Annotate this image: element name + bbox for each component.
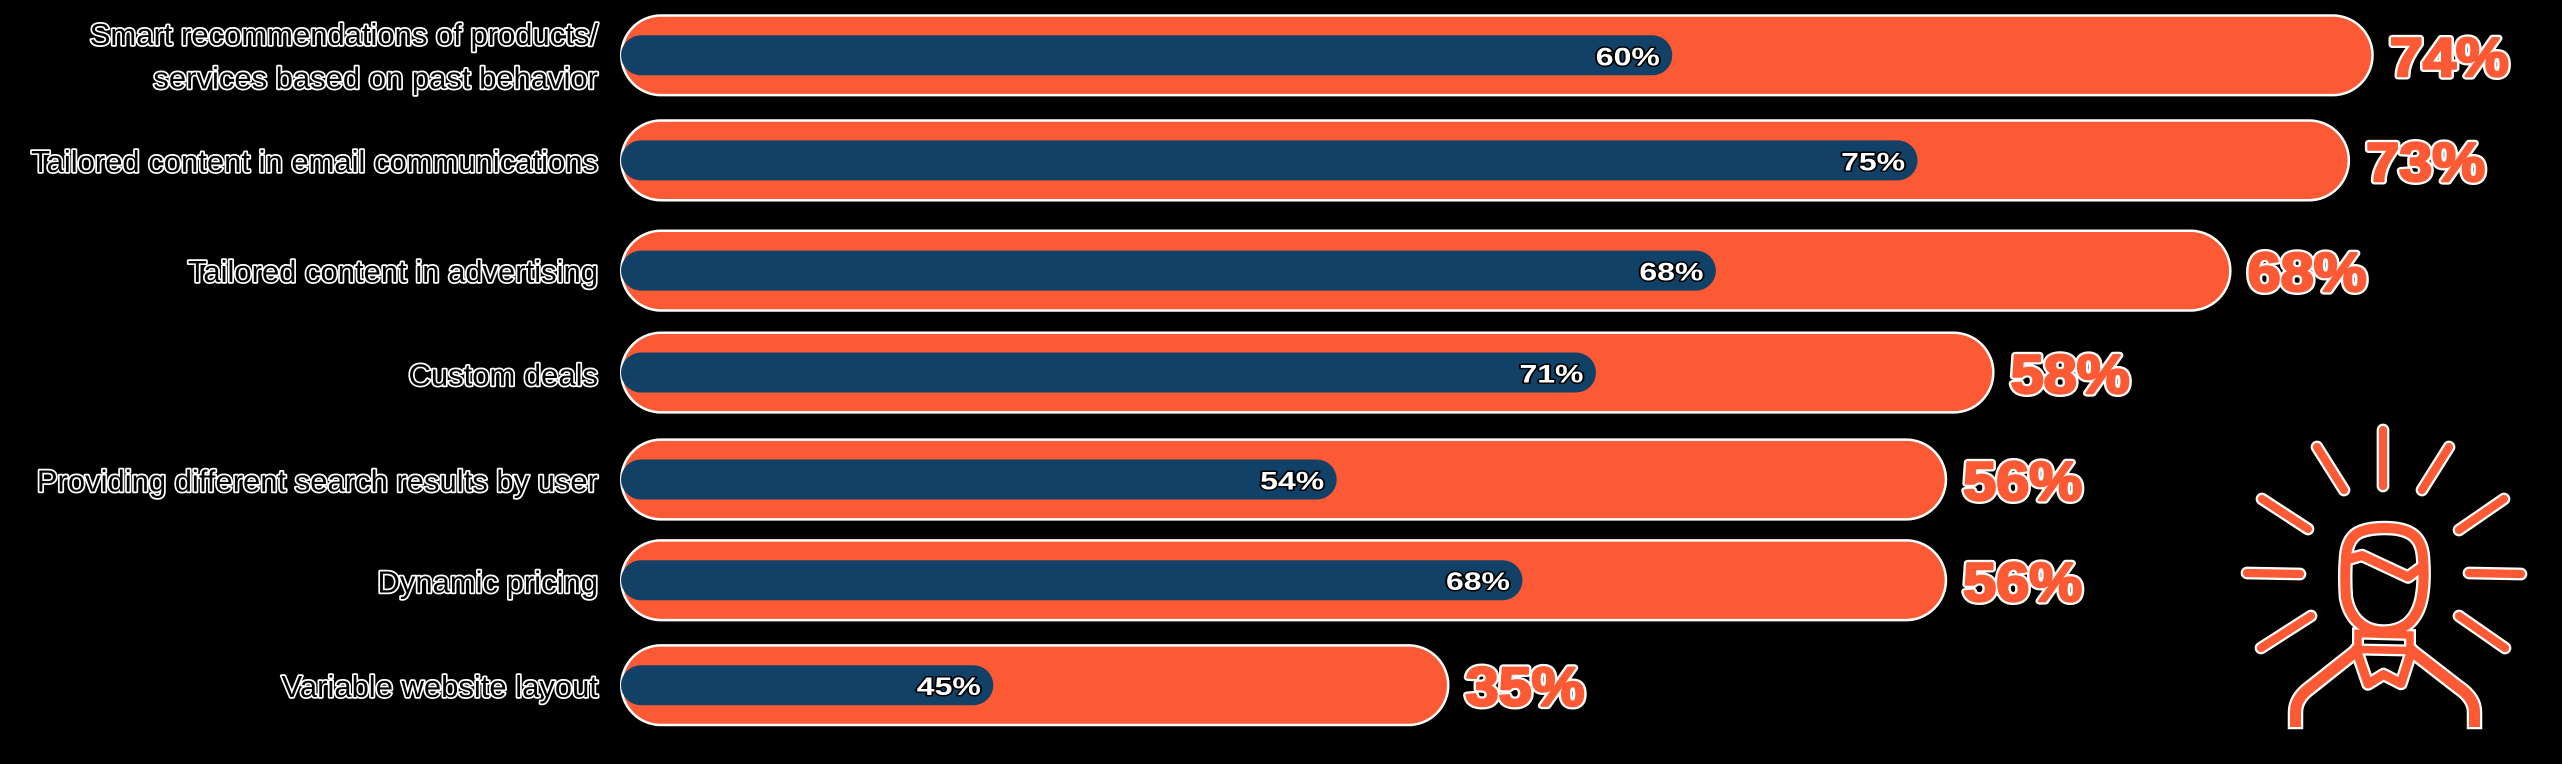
- svg-text:68%: 68%: [2248, 241, 2367, 303]
- svg-text:Providing different search res: Providing different search results by us…: [37, 464, 598, 499]
- svg-text:68%: 68%: [1639, 259, 1703, 287]
- svg-text:68%: 68%: [2248, 241, 2367, 303]
- svg-text:54%: 54%: [1260, 468, 1324, 496]
- svg-text:60%: 60%: [1596, 43, 1660, 71]
- svg-text:Variable website layout: Variable website layout: [282, 669, 599, 704]
- svg-text:56%: 56%: [1963, 450, 2082, 512]
- svg-text:Custom deals: Custom deals: [408, 357, 598, 392]
- svg-text:Dynamic pricing: Dynamic pricing: [377, 564, 598, 599]
- svg-text:58%: 58%: [2011, 343, 2130, 405]
- svg-text:56%: 56%: [1963, 551, 2082, 613]
- svg-text:74%: 74%: [2390, 26, 2509, 88]
- svg-text:35%: 35%: [1466, 656, 1585, 718]
- svg-text:56%: 56%: [1963, 450, 2082, 512]
- svg-text:74%: 74%: [2390, 26, 2509, 88]
- svg-text:Tailored content in email comm: Tailored content in email communications: [31, 144, 598, 179]
- svg-text:75%: 75%: [1841, 148, 1905, 176]
- svg-text:services based on past behavio: services based on past behavior: [153, 61, 598, 96]
- svg-text:73%: 73%: [2366, 131, 2485, 193]
- svg-text:Tailored content in advertisin: Tailored content in advertising: [188, 254, 598, 289]
- svg-text:68%: 68%: [1446, 568, 1510, 596]
- svg-text:56%: 56%: [1963, 551, 2082, 613]
- svg-text:71%: 71%: [1520, 361, 1584, 389]
- svg-text:73%: 73%: [2366, 131, 2485, 193]
- svg-text:35%: 35%: [1466, 656, 1585, 718]
- svg-text:Smart recommendations of produ: Smart recommendations of products/: [90, 17, 599, 52]
- svg-text:45%: 45%: [917, 673, 981, 701]
- svg-text:58%: 58%: [2011, 343, 2130, 405]
